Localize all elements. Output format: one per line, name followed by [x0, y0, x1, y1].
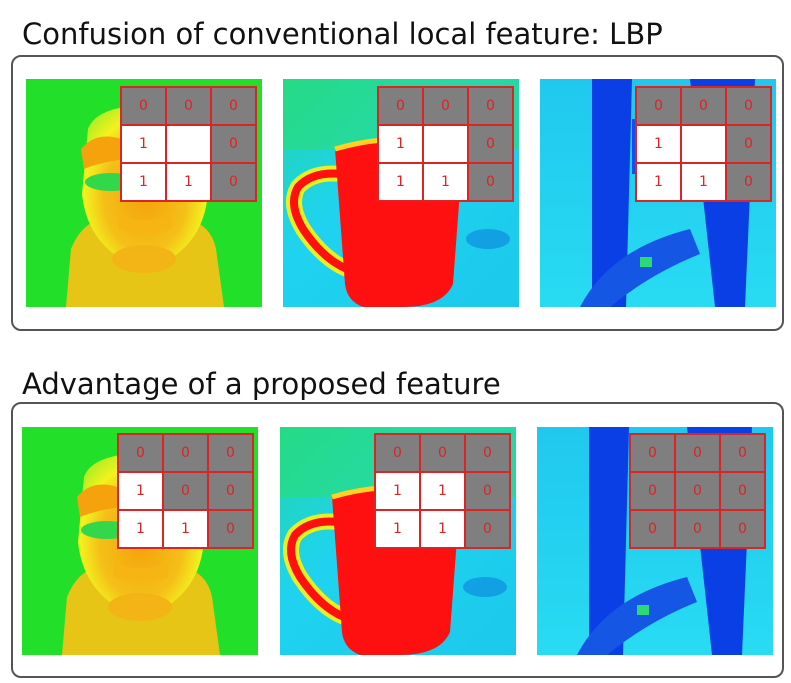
grid-cell: 1 [121, 163, 166, 201]
grid-cell: 0 [163, 472, 208, 510]
grid-cell [166, 125, 211, 163]
grid-cell: 0 [163, 434, 208, 472]
grid-cell: 0 [423, 87, 468, 125]
grid-cell [681, 125, 726, 163]
grid-cell: 0 [465, 434, 510, 472]
grid-cell: 0 [630, 510, 675, 548]
grid-cell: 1 [118, 510, 163, 548]
section-title-proposed: Advantage of a proposed feature [22, 367, 501, 401]
grid-cell: 1 [163, 510, 208, 548]
grid-cell: 1 [681, 163, 726, 201]
grid-cell: 1 [378, 163, 423, 201]
grid-cell: 1 [420, 472, 465, 510]
grid-cell: 0 [208, 434, 253, 472]
grid-cell: 0 [720, 510, 765, 548]
grid-cell: 1 [423, 163, 468, 201]
grid-cell: 1 [636, 163, 681, 201]
grid-cell: 1 [420, 510, 465, 548]
grid-cell: 0 [211, 125, 256, 163]
grid-cell: 1 [121, 125, 166, 163]
grid-cell: 0 [208, 472, 253, 510]
grid-cell: 0 [726, 125, 771, 163]
grid-cell: 0 [375, 434, 420, 472]
grid-cell: 0 [726, 163, 771, 201]
grid-cell: 0 [118, 434, 163, 472]
grid-cell: 0 [675, 472, 720, 510]
grid-cell [423, 125, 468, 163]
section-title-conventional: Confusion of conventional local feature:… [22, 17, 663, 51]
grid-cell: 0 [211, 87, 256, 125]
grid-cell: 1 [636, 125, 681, 163]
grid-cell: 1 [375, 510, 420, 548]
grid-cell: 0 [420, 434, 465, 472]
grid-cell: 0 [211, 163, 256, 201]
grid-cell: 0 [630, 434, 675, 472]
grid-cell: 0 [675, 434, 720, 472]
grid-cell: 0 [630, 472, 675, 510]
grid-cell: 0 [636, 87, 681, 125]
grid-cell: 0 [468, 163, 513, 201]
grid-cell: 0 [121, 87, 166, 125]
grid-cell: 0 [378, 87, 423, 125]
grid-cell: 0 [681, 87, 726, 125]
grid-cell: 0 [720, 472, 765, 510]
grid-cell: 0 [465, 472, 510, 510]
grid-cell: 1 [118, 472, 163, 510]
grid-cell: 0 [166, 87, 211, 125]
grid-cell: 0 [465, 510, 510, 548]
grid-cell: 0 [675, 510, 720, 548]
grid-cell: 1 [375, 472, 420, 510]
grid-cell: 0 [720, 434, 765, 472]
grid-cell: 0 [468, 125, 513, 163]
grid-cell: 0 [726, 87, 771, 125]
grid-cell: 1 [166, 163, 211, 201]
grid-cell: 0 [468, 87, 513, 125]
grid-cell: 1 [378, 125, 423, 163]
grid-cell: 0 [208, 510, 253, 548]
